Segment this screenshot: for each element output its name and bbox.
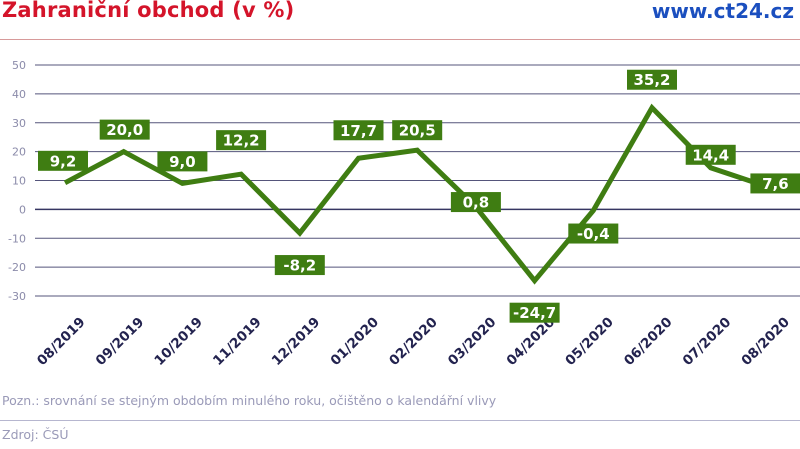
svg-text:-8,2: -8,2: [283, 257, 316, 275]
brand-link[interactable]: www.ct24.cz: [651, 0, 794, 23]
data-label: 9,0: [157, 151, 208, 172]
data-label: 17,7: [333, 120, 384, 141]
x-category-label: 02/2020: [386, 314, 441, 369]
svg-text:0,8: 0,8: [463, 194, 490, 212]
chart-title: Zahraniční obchod (v %): [2, 0, 295, 22]
svg-text:-0,4: -0,4: [577, 225, 610, 243]
svg-text:20,0: 20,0: [106, 121, 143, 139]
y-tick-label: -10: [8, 232, 26, 245]
y-tick-label: 20: [12, 146, 26, 159]
svg-text:-24,7: -24,7: [513, 304, 556, 322]
chart-source: Zdroj: ČSÚ: [2, 427, 69, 442]
svg-text:17,7: 17,7: [340, 122, 377, 140]
data-label: 0,8: [450, 192, 501, 213]
x-category-label: 10/2019: [151, 314, 206, 369]
chart-note: Pozn.: srovnání se stejným obdobím minul…: [2, 393, 497, 408]
data-label: 20,5: [392, 120, 443, 141]
svg-text:12,2: 12,2: [223, 132, 260, 150]
svg-text:9,2: 9,2: [50, 152, 77, 170]
x-category-label: 07/2020: [680, 314, 735, 369]
svg-text:20,5: 20,5: [399, 122, 436, 140]
svg-text:35,2: 35,2: [633, 71, 670, 89]
y-tick-label: 40: [12, 88, 26, 101]
x-category-label: 03/2020: [445, 314, 500, 369]
data-label: 9,2: [38, 150, 88, 171]
x-category-label: 06/2020: [621, 314, 676, 369]
data-label: -8,2: [274, 255, 325, 276]
x-category-label: 08/2020: [738, 314, 793, 369]
x-category-label: 12/2019: [269, 314, 324, 369]
data-label: -24,7: [509, 302, 560, 323]
series-line: [63, 103, 771, 285]
y-tick-label: 50: [12, 59, 26, 72]
svg-text:7,6: 7,6: [762, 175, 789, 193]
data-labels: 9,2 20,0 9,0 12,2 -8,2 17,7 20,5 0,8 -24,7 -0,4 35…: [38, 69, 800, 323]
x-category-label: 01/2020: [327, 314, 382, 369]
gridlines: [35, 64, 800, 297]
y-tick-label: 10: [12, 175, 26, 188]
data-label: 14,4: [685, 144, 736, 165]
x-category-label: 09/2019: [93, 314, 148, 369]
x-axis-categories: 08/2019 09/2019 10/2019 11/2019 12/2019 01/20…: [34, 314, 793, 369]
data-label: -0,4: [568, 223, 619, 244]
data-label: 20,0: [99, 119, 150, 140]
footer-divider: [0, 420, 800, 421]
y-tick-label: 30: [12, 117, 26, 130]
x-category-label: 05/2020: [562, 314, 617, 369]
svg-text:9,0: 9,0: [169, 153, 196, 171]
x-category-label: 08/2019: [34, 314, 89, 369]
y-tick-label: 0: [19, 203, 26, 216]
y-axis-ticks: 50 40 30 20 10 0 -10 -20 -30: [8, 59, 26, 303]
data-label: 35,2: [627, 69, 677, 90]
line-chart: 50 40 30 20 10 0 -10 -20 -30 08/2019 09/2019 10/20…: [8, 59, 800, 369]
header-divider: [0, 39, 800, 40]
y-tick-label: -20: [8, 261, 26, 274]
data-label: 12,2: [216, 130, 267, 151]
data-label: 7,6: [750, 173, 800, 194]
x-category-label: 11/2019: [210, 314, 265, 369]
svg-text:14,4: 14,4: [692, 146, 729, 164]
y-tick-label: -30: [8, 290, 26, 303]
